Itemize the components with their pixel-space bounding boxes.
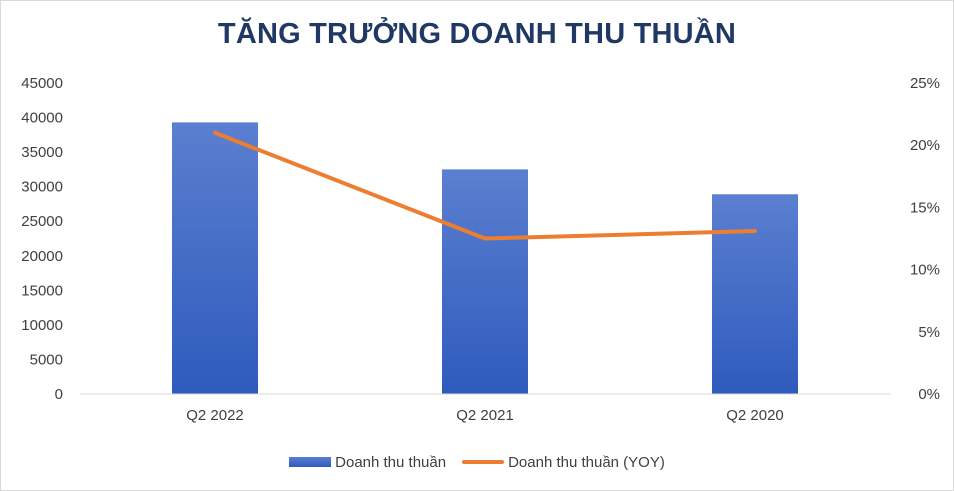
y-left-tick-label: 15000: [21, 282, 63, 299]
legend-label-line-series: Doanh thu thuần (YOY): [508, 453, 665, 471]
bar-q2-2021: [442, 169, 528, 394]
y-left-tick-label: 45000: [21, 75, 63, 92]
y-left-tick-label: 10000: [21, 317, 63, 334]
y-right-tick-label: 25%: [910, 75, 940, 92]
legend-swatch-line: [462, 460, 505, 464]
x-tick-label: Q2 2020: [726, 407, 784, 424]
chart-title: TĂNG TRƯỞNG DOANH THU THUẦN: [217, 18, 737, 50]
y-right-tick-label: 5%: [918, 324, 940, 341]
x-tick-label: Q2 2022: [186, 407, 244, 424]
x-tick-label: Q2 2021: [456, 407, 514, 424]
y-left-tick-label: 0: [55, 386, 63, 403]
y-left-tick-label: 35000: [21, 144, 63, 161]
legend-swatch-bar: [289, 457, 332, 467]
y-right-tick-label: 15%: [910, 199, 940, 216]
y-right-tick-label: 0%: [918, 386, 940, 403]
legend: Doanh thu thuần Doanh thu thuần (YOY): [0, 451, 954, 473]
y-left-tick-label: 25000: [21, 213, 63, 230]
y-right-tick-label: 10%: [910, 262, 940, 279]
legend-item-bar-series: Doanh thu thuần: [289, 454, 446, 471]
y-left-tick-label: 5000: [30, 351, 63, 368]
legend-label-bar-series: Doanh thu thuần: [335, 453, 447, 471]
y-right-tick-label: 20%: [910, 137, 940, 154]
y-left-tick-label: 20000: [21, 248, 63, 265]
y-left-tick-label: 40000: [21, 110, 63, 127]
bar-q2-2020: [712, 194, 798, 394]
bar-q2-2022: [172, 122, 258, 394]
legend-item-line-series: Doanh thu thuần (YOY): [462, 454, 665, 471]
y-left-tick-label: 30000: [21, 179, 63, 196]
